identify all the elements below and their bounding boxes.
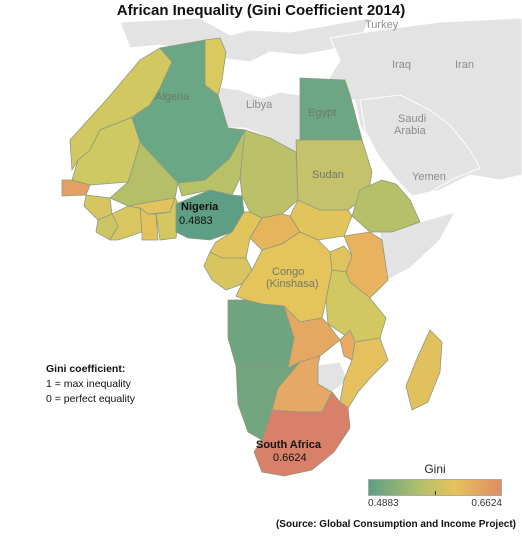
callout-nigeria: Nigeria 0.4883 (179, 201, 219, 227)
label-libya: Libya (246, 99, 273, 111)
source-note: (Source: Global Consumption and Income P… (275, 519, 516, 530)
label-egypt: Egypt (308, 107, 336, 119)
callout-south-africa: South Africa 0.6624 (256, 439, 322, 464)
label-congo-2: (Kinshasa) (266, 278, 319, 290)
region-tanzania[interactable] (325, 269, 387, 343)
color-scale-legend[interactable]: Gini 0.4883 0.6624 (368, 462, 502, 509)
region-cameroon[interactable] (209, 211, 263, 259)
region-madagascar[interactable] (405, 329, 443, 411)
region-drc[interactable] (235, 231, 333, 323)
label-turkey: Turkey (365, 19, 399, 31)
map-title: African Inequality (Gini Coefficient 201… (116, 2, 406, 19)
region-mozambique[interactable] (339, 337, 389, 409)
region-ghana[interactable] (139, 207, 159, 241)
color-scale-title: Gini (424, 462, 446, 476)
region-egypt[interactable] (299, 77, 363, 141)
callout-south-africa-name: South Africa (256, 439, 322, 451)
label-congo-1: Congo (272, 266, 304, 278)
color-scale-tick (435, 491, 436, 495)
label-saudi-1: Saudi (398, 113, 426, 125)
label-yemen: Yemen (412, 171, 446, 183)
gini-explanation-heading: Gini coefficient: (46, 363, 126, 375)
color-scale-min: 0.4883 (368, 498, 399, 509)
region-angola[interactable] (227, 299, 295, 369)
callout-nigeria-name: Nigeria (181, 201, 219, 213)
gini-explanation: Gini coefficient: 1 = max inequality 0 =… (46, 362, 216, 407)
label-iran: Iran (455, 59, 474, 71)
callout-nigeria-value: 0.4883 (179, 215, 213, 227)
arabian-peninsula (359, 94, 481, 197)
gini-explanation-min: 0 = perfect equality (46, 393, 136, 405)
callout-south-africa-value: 0.6624 (273, 452, 307, 464)
label-sudan: Sudan (312, 169, 344, 181)
region-ethiopia[interactable] (351, 179, 421, 233)
region-zambia[interactable] (283, 305, 341, 369)
label-saudi-2: Arabia (394, 125, 427, 137)
label-algeria: Algeria (155, 91, 190, 103)
region-south-africa[interactable] (253, 391, 351, 477)
color-scale-max: 0.6624 (471, 498, 502, 509)
label-iraq: Iraq (392, 59, 411, 71)
color-scale-bar (368, 479, 502, 496)
region-senegal-gambia[interactable] (61, 179, 91, 197)
gini-explanation-max: 1 = max inequality (46, 378, 131, 390)
africa-countries (61, 37, 443, 477)
region-tunisia[interactable] (204, 37, 227, 96)
